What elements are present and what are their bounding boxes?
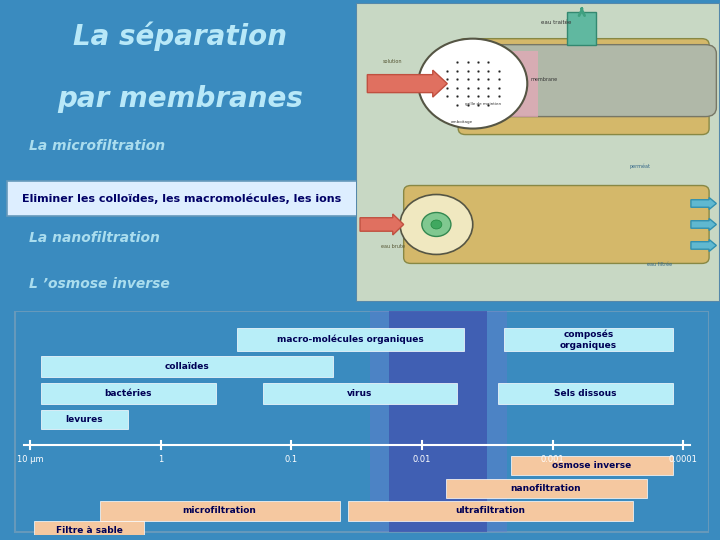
Bar [446, 478, 647, 498]
Text: La nanofiltration: La nanofiltration [29, 231, 160, 245]
Bar [99, 501, 340, 521]
Text: par membranes: par membranes [57, 85, 303, 113]
Text: microfiltration: microfiltration [183, 507, 256, 515]
Text: membrane: membrane [531, 77, 558, 82]
Circle shape [400, 194, 473, 254]
Text: La séparation: La séparation [73, 22, 287, 51]
FancyBboxPatch shape [473, 51, 539, 117]
Text: composés
organiques: composés organiques [560, 329, 617, 349]
FancyBboxPatch shape [356, 3, 720, 302]
Bar [498, 383, 672, 404]
Bar [41, 356, 333, 377]
Text: L ’ultrafiltration: L ’ultrafiltration [29, 185, 154, 199]
Text: 0.01: 0.01 [413, 455, 431, 464]
Text: La microfiltration: La microfiltration [29, 139, 165, 153]
Bar [390, 310, 487, 532]
FancyArrow shape [691, 198, 716, 210]
Text: 10 μm: 10 μm [17, 455, 44, 464]
FancyBboxPatch shape [458, 39, 709, 134]
Text: L ’osmose inverse: L ’osmose inverse [29, 276, 169, 291]
Text: Sels dissous: Sels dissous [554, 389, 616, 398]
Text: Filtre à sable: Filtre à sable [55, 526, 122, 535]
FancyArrow shape [691, 219, 716, 231]
Text: perméat: perméat [629, 163, 650, 168]
Bar [237, 328, 464, 351]
Bar [504, 328, 672, 351]
FancyBboxPatch shape [447, 45, 716, 117]
Text: collaïdes: collaïdes [165, 362, 210, 371]
Text: 0.0001: 0.0001 [669, 455, 698, 464]
Text: eau filtrée: eau filtrée [647, 262, 672, 267]
Text: virus: virus [347, 389, 373, 398]
Text: emboitage: emboitage [451, 119, 473, 124]
Text: grille de maintien: grille de maintien [466, 102, 502, 106]
FancyArrow shape [367, 70, 447, 97]
Text: 1: 1 [158, 455, 163, 464]
Bar [348, 501, 634, 521]
Text: 0.001: 0.001 [541, 455, 564, 464]
Text: ultrafiltration: ultrafiltration [456, 507, 526, 515]
Text: osmose inverse: osmose inverse [552, 461, 631, 470]
Circle shape [422, 212, 451, 237]
Text: Eliminer les colloïdes, les macromolécules, les ions: Eliminer les colloïdes, les macromolécul… [22, 193, 341, 204]
Circle shape [431, 220, 442, 229]
Bar [370, 310, 507, 532]
Bar [41, 383, 216, 404]
FancyArrow shape [360, 214, 404, 235]
FancyBboxPatch shape [7, 181, 497, 216]
Text: solution: solution [383, 59, 402, 64]
Bar [263, 383, 457, 404]
Bar [41, 410, 128, 429]
Text: eau brute: eau brute [381, 245, 405, 249]
FancyArrow shape [691, 239, 716, 252]
Text: nanofiltration: nanofiltration [510, 484, 581, 493]
Text: 0.1: 0.1 [285, 455, 298, 464]
Text: bactéries: bactéries [104, 389, 152, 398]
Bar [510, 456, 672, 475]
Bar [35, 521, 144, 539]
Text: macro-molécules organiques: macro-molécules organiques [276, 335, 423, 345]
Text: levures: levures [66, 415, 104, 424]
Circle shape [418, 39, 527, 129]
FancyBboxPatch shape [404, 186, 709, 264]
Text: eau traitée: eau traitée [541, 19, 572, 25]
FancyBboxPatch shape [567, 12, 596, 45]
